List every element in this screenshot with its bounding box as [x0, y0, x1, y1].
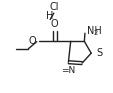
Text: Cl: Cl	[49, 2, 58, 12]
Text: S: S	[95, 48, 101, 58]
Text: NH: NH	[86, 26, 101, 36]
Text: O: O	[28, 36, 36, 46]
Text: O: O	[51, 19, 58, 29]
Text: =N: =N	[60, 66, 74, 75]
Text: 2: 2	[92, 30, 97, 36]
Text: H: H	[46, 11, 53, 21]
